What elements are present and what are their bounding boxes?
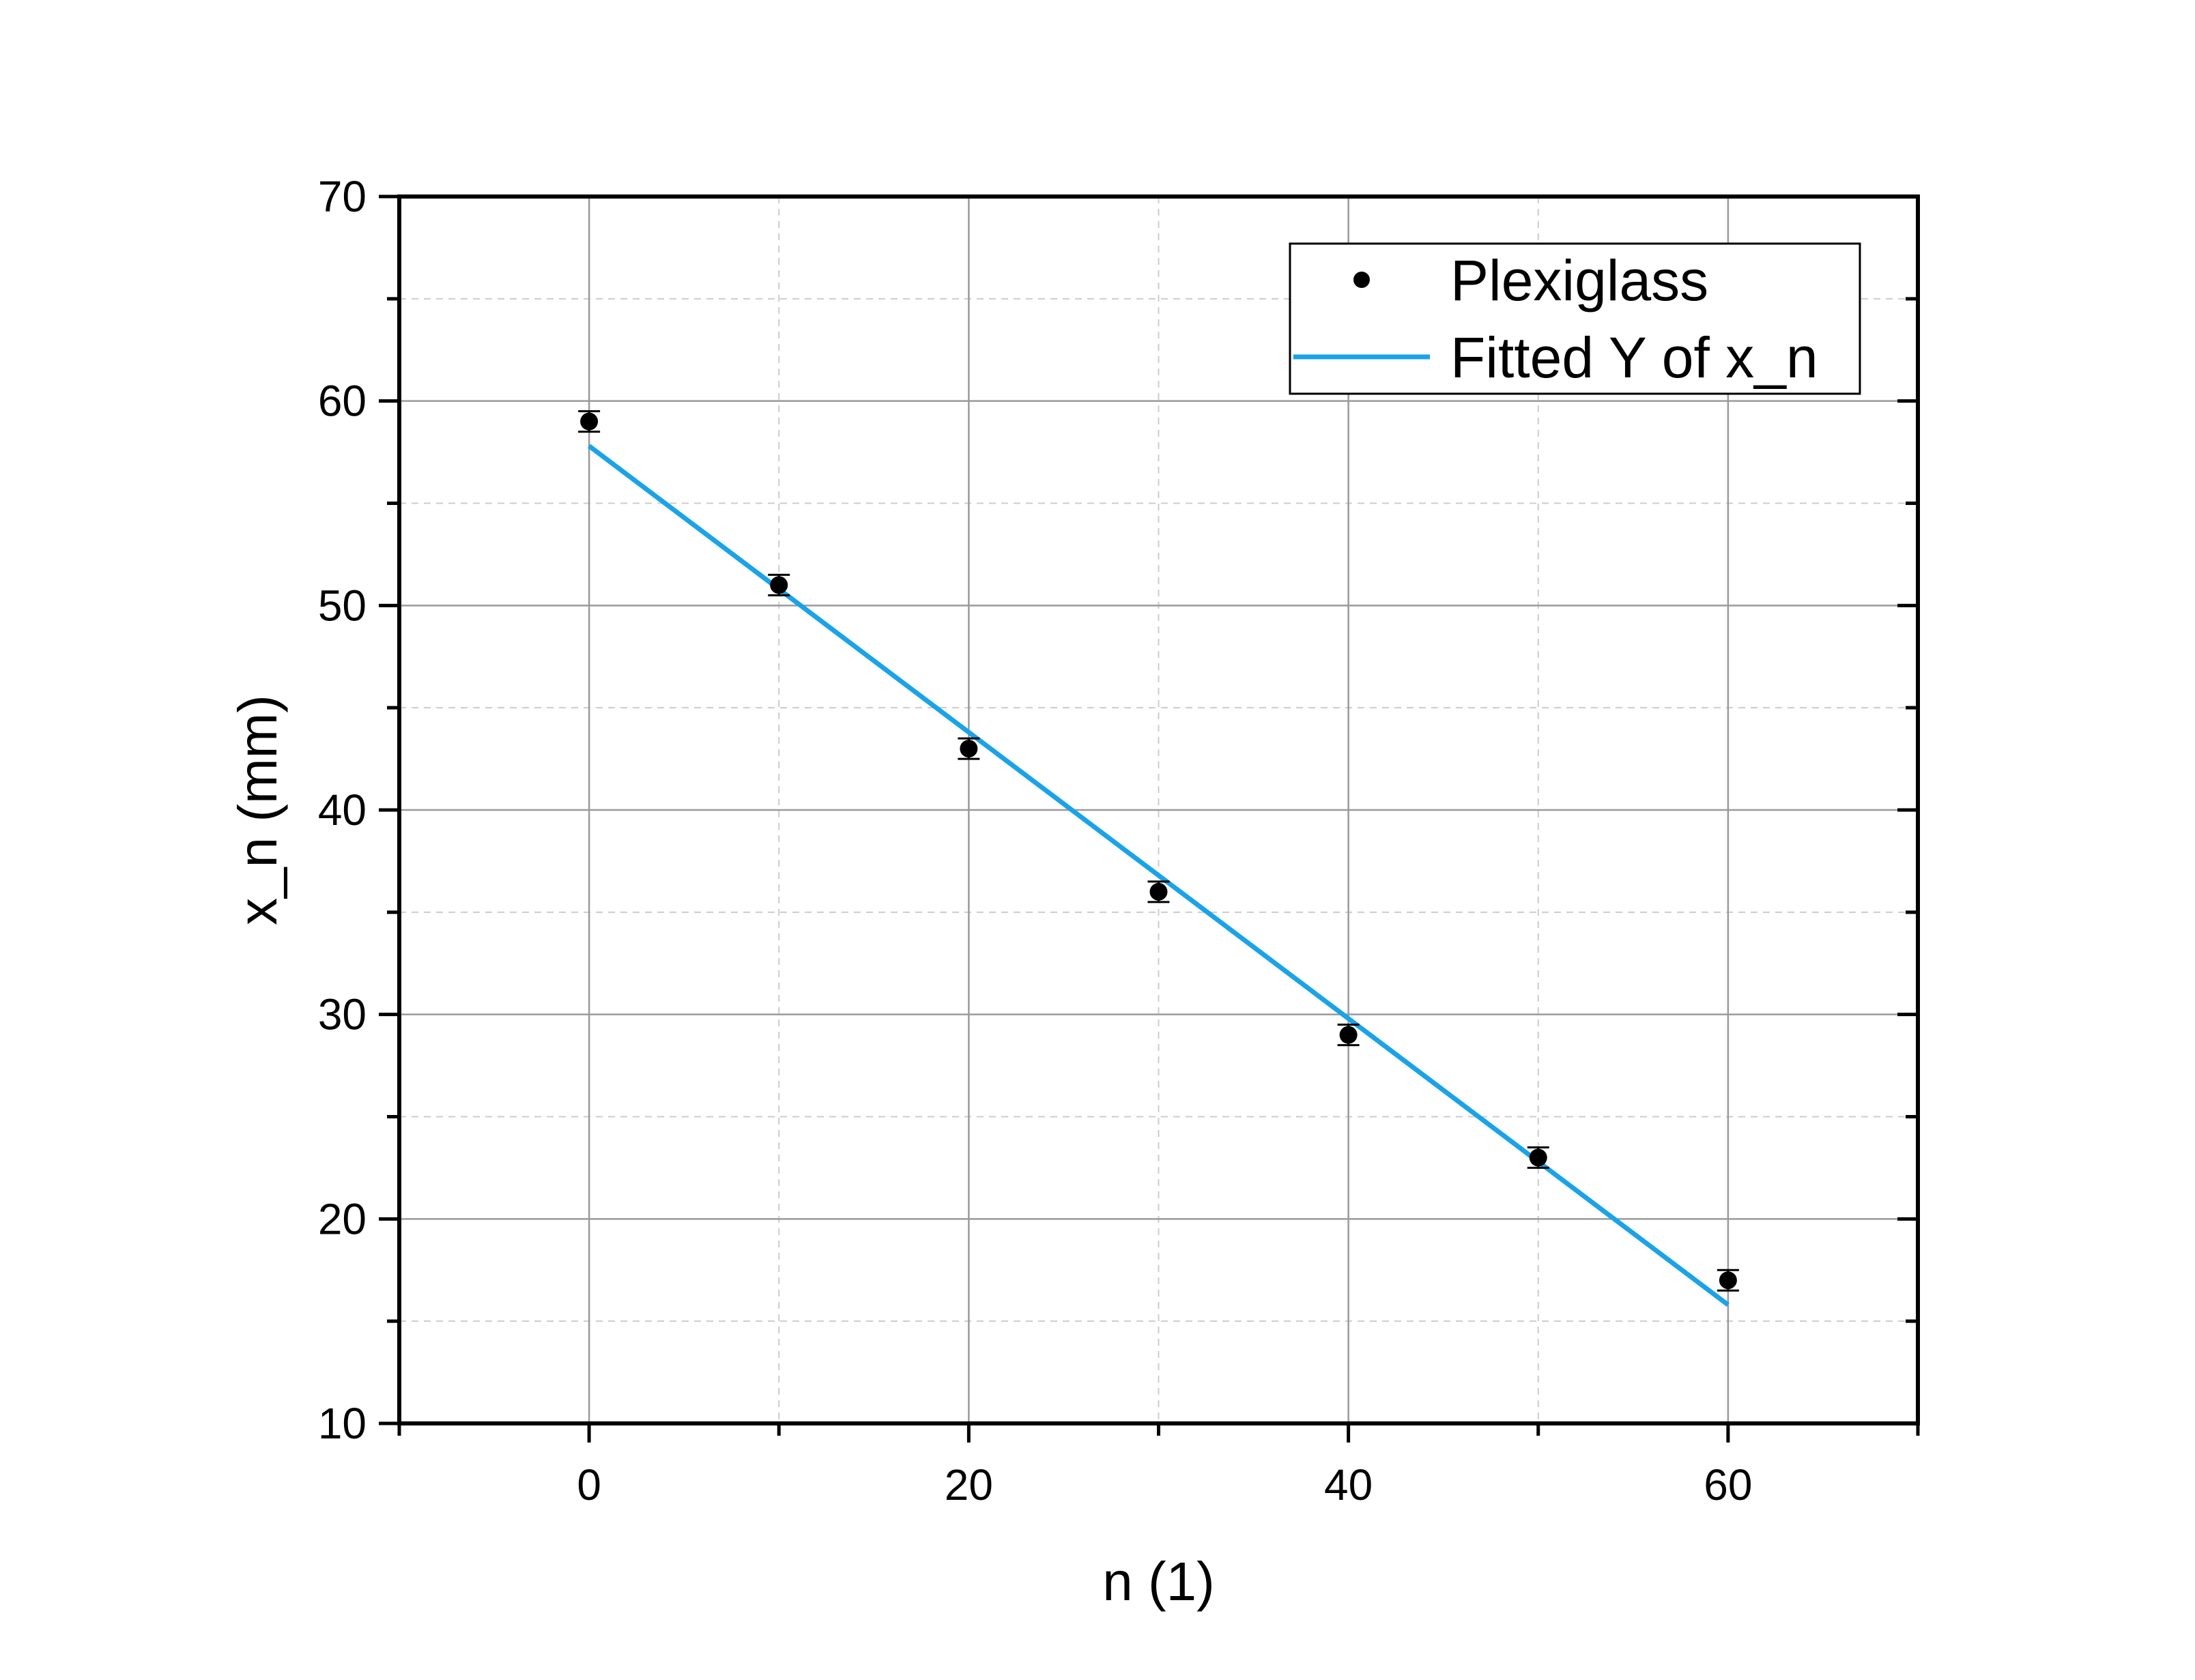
y-tick-label: 50 [318, 581, 367, 630]
legend-label-plexiglass: Plexiglass [1450, 248, 1708, 313]
series-layer [578, 410, 1739, 1307]
legend-marker-plexiglass [1353, 272, 1370, 288]
y-tick-label: 60 [318, 377, 367, 426]
data-point [1719, 1271, 1737, 1290]
legend: Plexiglass Fitted Y of x_n [1289, 242, 1861, 395]
y-tick-label: 30 [318, 990, 367, 1039]
x-axis-title: n (1) [1102, 1551, 1215, 1612]
x-tick-label: 60 [1704, 1460, 1752, 1509]
legend-box [1289, 242, 1861, 395]
tick-labels: 0 20 40 60 10 20 30 40 50 60 70 [318, 172, 1753, 1509]
y-axis-title: x_n (mm) [227, 695, 288, 925]
y-tick-label: 10 [318, 1399, 367, 1448]
data-point [1529, 1148, 1547, 1167]
data-point [1149, 882, 1168, 901]
data-point [580, 412, 599, 431]
x-tick-label: 20 [945, 1460, 993, 1509]
y-tick-label: 20 [318, 1194, 367, 1243]
major-grid [399, 197, 1918, 1423]
data-point [1339, 1026, 1358, 1044]
x-tick-label: 0 [577, 1460, 601, 1509]
y-tick-label: 70 [318, 172, 367, 221]
data-point [960, 740, 978, 758]
data-point [770, 576, 788, 594]
x-tick-label: 40 [1324, 1460, 1373, 1509]
legend-label-fit: Fitted Y of x_n [1450, 325, 1818, 390]
axis-ticks [379, 194, 1920, 1443]
y-tick-label: 40 [318, 785, 367, 835]
